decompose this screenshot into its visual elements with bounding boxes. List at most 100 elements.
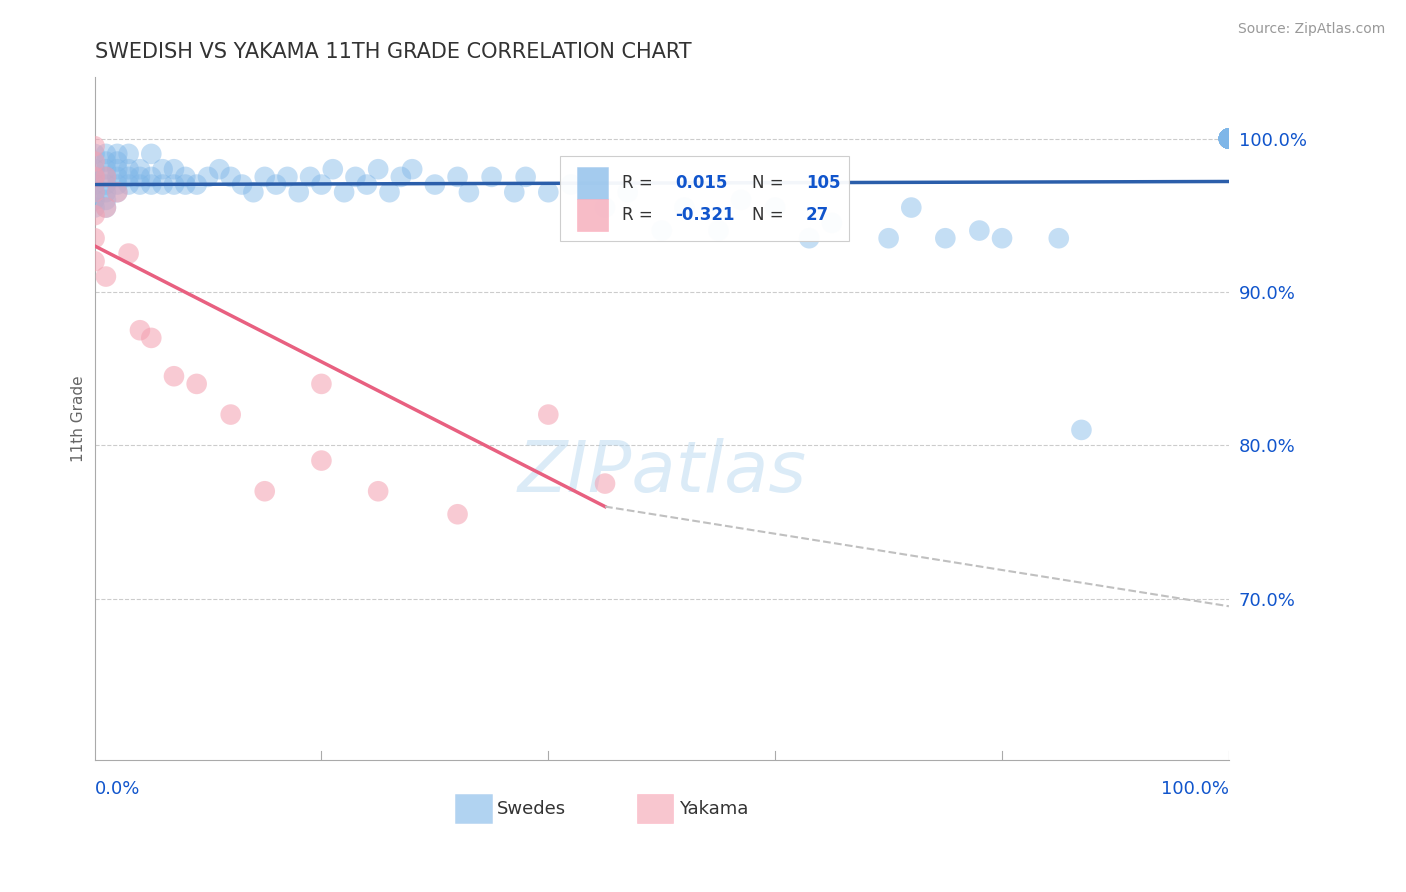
Point	[503, 185, 526, 199]
Point	[94, 201, 117, 215]
Point	[1218, 131, 1240, 145]
Point	[311, 376, 333, 391]
Point	[1218, 131, 1240, 145]
Text: ZIPat​las: ZIPat​las	[517, 439, 806, 508]
Point	[991, 231, 1014, 245]
Text: Swedes: Swedes	[498, 800, 567, 818]
Point	[1218, 131, 1240, 145]
Point	[969, 223, 991, 237]
Point	[1218, 131, 1240, 145]
Point	[1218, 131, 1240, 145]
Point	[481, 169, 503, 184]
Text: N =: N =	[752, 174, 789, 192]
Point	[537, 185, 560, 199]
Point	[174, 169, 197, 184]
Point	[242, 185, 264, 199]
Point	[83, 185, 105, 199]
Point	[1218, 131, 1240, 145]
Point	[105, 169, 128, 184]
Point	[322, 162, 344, 177]
Point	[152, 162, 174, 177]
Point	[1218, 131, 1240, 145]
Point	[83, 162, 105, 177]
Point	[1218, 131, 1240, 145]
Text: 105: 105	[806, 174, 841, 192]
Point	[141, 169, 163, 184]
Point	[141, 331, 163, 345]
Point	[94, 162, 117, 177]
Point	[129, 169, 152, 184]
Point	[311, 453, 333, 467]
Text: 0.0%: 0.0%	[94, 780, 141, 798]
Point	[117, 246, 139, 260]
Point	[264, 178, 287, 192]
Point	[105, 178, 128, 192]
Point	[94, 169, 117, 184]
Point	[276, 169, 298, 184]
Point	[186, 178, 208, 192]
Point	[186, 376, 208, 391]
Point	[83, 178, 105, 192]
Point	[1218, 131, 1240, 145]
Point	[934, 231, 956, 245]
Point	[117, 162, 139, 177]
Point	[219, 169, 242, 184]
Point	[117, 147, 139, 161]
Point	[356, 178, 378, 192]
Point	[163, 178, 186, 192]
Point	[593, 476, 616, 491]
Point	[94, 178, 117, 192]
Point	[83, 254, 105, 268]
Text: 100.0%: 100.0%	[1161, 780, 1229, 798]
Point	[117, 169, 139, 184]
FancyBboxPatch shape	[576, 199, 609, 231]
Point	[1070, 423, 1092, 437]
Text: Yakama: Yakama	[679, 800, 748, 818]
Text: Source: ZipAtlas.com: Source: ZipAtlas.com	[1237, 22, 1385, 37]
Point	[287, 185, 309, 199]
Point	[730, 193, 752, 207]
Point	[152, 178, 174, 192]
Text: -0.321: -0.321	[675, 206, 735, 224]
Point	[94, 147, 117, 161]
Point	[616, 185, 638, 199]
Point	[1218, 131, 1240, 145]
Point	[253, 484, 276, 499]
Text: 27: 27	[806, 206, 830, 224]
Point	[94, 185, 117, 199]
Point	[593, 201, 616, 215]
Point	[367, 162, 389, 177]
Point	[83, 208, 105, 222]
Point	[515, 169, 537, 184]
Point	[105, 185, 128, 199]
Point	[208, 162, 231, 177]
Point	[446, 508, 468, 522]
Text: R =: R =	[621, 174, 658, 192]
Point	[83, 185, 105, 199]
Point	[1047, 231, 1070, 245]
Point	[141, 147, 163, 161]
Point	[129, 323, 152, 337]
FancyBboxPatch shape	[576, 167, 609, 199]
Point	[83, 193, 105, 207]
Point	[1218, 131, 1240, 145]
Point	[651, 223, 673, 237]
FancyBboxPatch shape	[456, 795, 492, 823]
Point	[105, 185, 128, 199]
Point	[560, 178, 582, 192]
Point	[141, 178, 163, 192]
Point	[83, 169, 105, 184]
Y-axis label: 11th Grade: 11th Grade	[72, 376, 86, 462]
Point	[799, 231, 821, 245]
Point	[105, 154, 128, 169]
Text: N =: N =	[752, 206, 789, 224]
Point	[83, 147, 105, 161]
Point	[900, 201, 922, 215]
Point	[1218, 131, 1240, 145]
Point	[231, 178, 253, 192]
Point	[333, 185, 356, 199]
Point	[401, 162, 423, 177]
Point	[1218, 131, 1240, 145]
Point	[163, 369, 186, 384]
Point	[94, 201, 117, 215]
